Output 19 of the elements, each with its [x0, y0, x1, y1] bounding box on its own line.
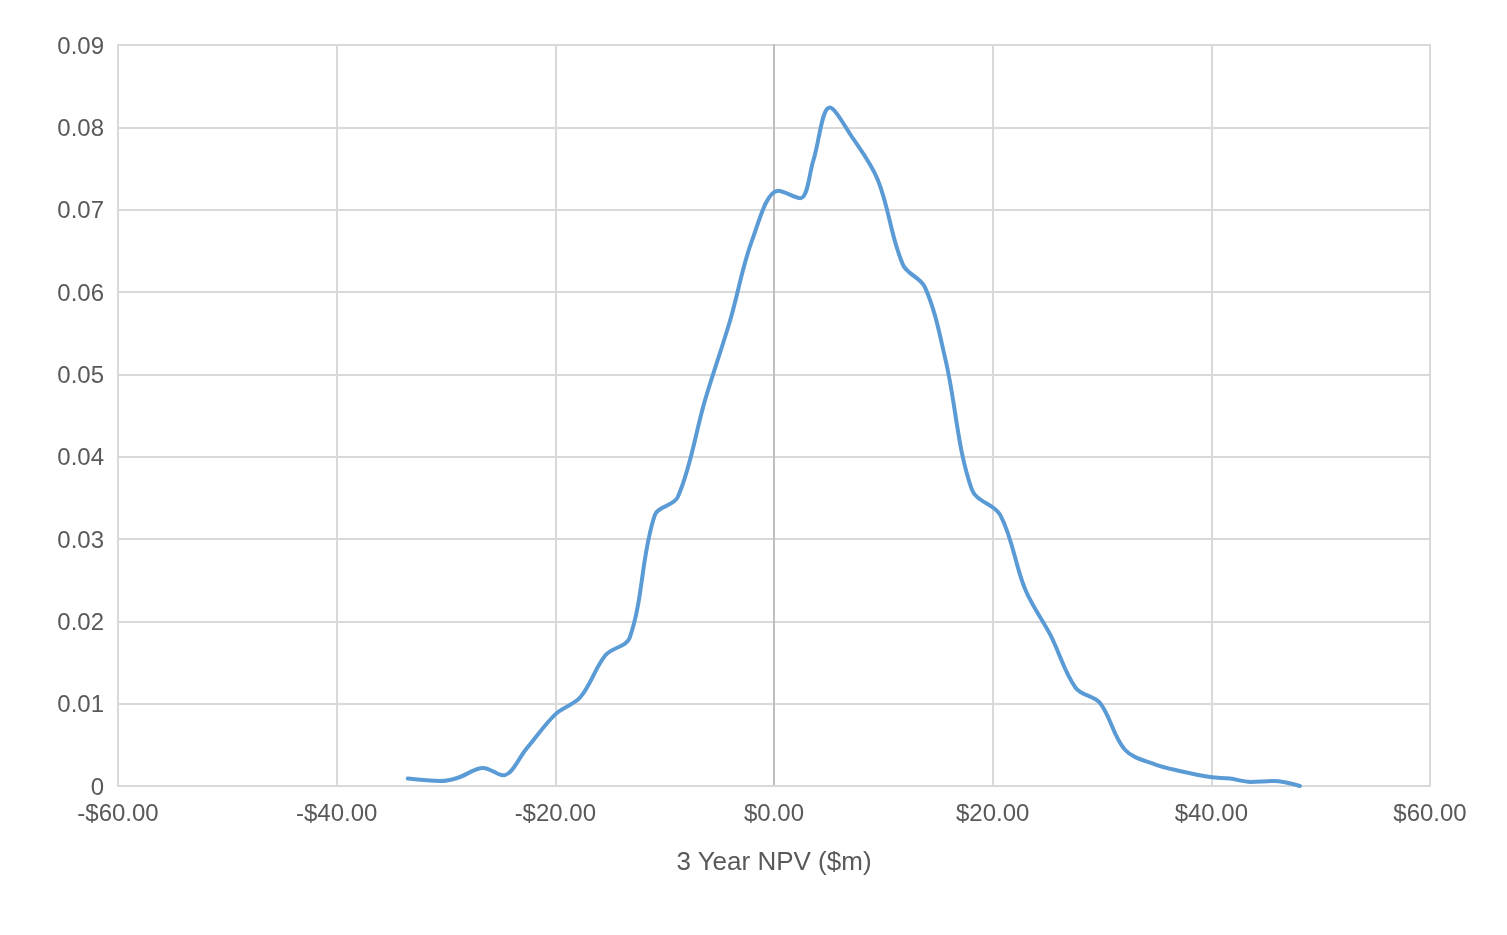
y-tick-label: 0.02	[57, 607, 104, 635]
line-series	[405, 105, 1302, 788]
y-tick-label: 0.01	[57, 690, 104, 718]
y-tick-label: 0.08	[57, 113, 104, 141]
y-tick-label: 0.07	[57, 196, 104, 224]
y-tick-label: 0.05	[57, 360, 104, 388]
x-tick-label: -$40.00	[295, 798, 378, 826]
x-axis-title: 3 Year NPV ($m)	[676, 846, 872, 876]
x-tick-label: $40.00	[1174, 798, 1249, 826]
x-tick-label: $0.00	[743, 798, 805, 826]
x-tick-label: $60.00	[1393, 798, 1467, 826]
x-tick-label: -$60.00	[77, 798, 159, 826]
y-tick-label: 0	[90, 772, 104, 800]
x-tick-label: -$20.00	[514, 798, 597, 826]
y-tick-label: 0.06	[57, 278, 104, 306]
x-tick-label: $20.00	[955, 798, 1030, 826]
y-tick-label: 0.09	[57, 31, 104, 59]
y-tick-label: 0.03	[57, 525, 104, 553]
y-tick-label: 0.04	[57, 443, 104, 471]
